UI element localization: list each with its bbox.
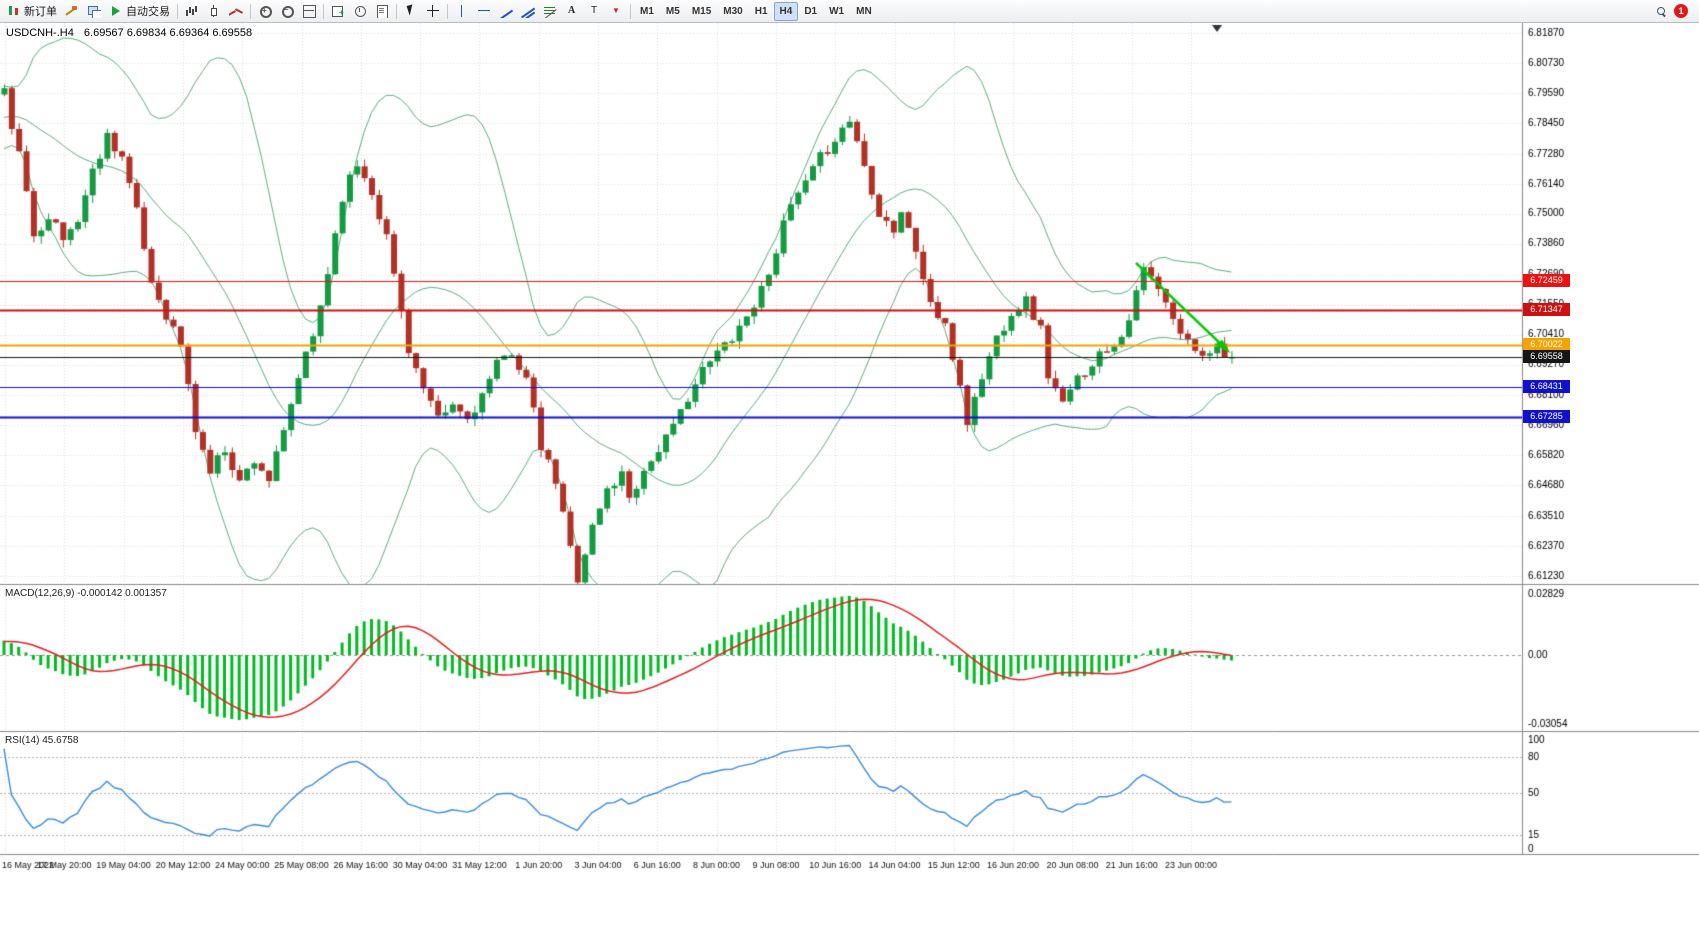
zoom-in-icon [258,4,272,18]
rsi-panel-region[interactable] [0,733,1522,854]
windows-icon [87,4,101,18]
tile-windows-icon [302,4,316,18]
price-level-badge: 6.71347 [1523,303,1570,317]
bar-chart-button[interactable] [181,2,203,21]
vline-icon [455,4,469,18]
macd-panel-region[interactable] [0,586,1522,731]
tile-windows-button[interactable] [298,2,320,21]
toolbar-separator [323,3,324,19]
label-icon [587,4,601,18]
new-chart-button[interactable] [327,2,349,21]
hline-icon [477,4,491,18]
timeframe-w1-button[interactable]: W1 [829,5,845,17]
bar-chart-icon [185,4,199,18]
toolbar-separator [396,3,397,19]
periods-button[interactable] [349,2,371,21]
trendline-icon [499,4,513,18]
new-order-icon [7,4,21,18]
crosshair-button[interactable] [422,2,444,21]
chart-symbol-period: USDCNH-.H4 [6,27,74,39]
toolbar-separator [250,3,251,19]
clock-icon [353,4,367,18]
price-level-badge: 6.67285 [1523,410,1570,424]
zoom-out-button[interactable] [276,2,298,21]
new-chart-icon [331,4,345,18]
channel-icon [521,4,535,18]
macd-indicator-label: MACD(12,26,9) -0.000142 0.001357 [5,588,167,599]
timeframe-h4-button[interactable]: H4 [773,1,799,21]
cursor-icon [404,4,418,18]
price-axis[interactable] [1522,23,1699,855]
text-icon [565,4,579,18]
arrow-tools-button[interactable] [605,2,627,21]
text-button[interactable] [561,2,583,21]
hammer-icon [65,4,79,18]
fibonacci-icon [543,4,557,18]
zoom-out-icon [280,4,294,18]
toolbar-separator [630,3,631,19]
zoom-in-button[interactable] [254,2,276,21]
label-button[interactable] [583,2,605,21]
templates-button[interactable] [371,2,393,21]
rsi-indicator-label: RSI(14) 45.6758 [5,735,79,746]
template-icon [375,4,389,18]
auto-trading-button[interactable]: 自动交易 [105,2,174,21]
vertical-line-button[interactable] [451,2,473,21]
line-chart-button[interactable] [225,2,247,21]
arrows-icon [609,4,623,18]
main-toolbar: 新订单 自动交易 M1 M5 M15 M30 H1 H4 D1 W1 MN 1 [0,0,1699,23]
trendline-button[interactable] [495,2,517,21]
main-chart-region[interactable] [0,23,1522,584]
order-hammer-button[interactable] [61,2,83,21]
market-watch-button[interactable] [83,2,105,21]
timeframe-m15-button[interactable]: M15 [691,5,712,17]
search-icon [1654,4,1668,18]
horizontal-line-button[interactable] [473,2,495,21]
toolbar-separator [177,3,178,19]
search-button[interactable] [1650,2,1672,21]
price-chart-canvas[interactable] [0,23,1699,943]
price-level-badge: 6.70022 [1523,338,1570,352]
price-level-badge: 6.68431 [1523,380,1570,394]
chart-window: USDCNH-.H4 6.69567 6.69834 6.69364 6.695… [0,23,1699,943]
timeframe-m30-button[interactable]: M30 [723,5,743,17]
price-level-badge: 6.69558 [1523,350,1570,364]
chart-ohlc: 6.69567 6.69834 6.69364 6.69558 [83,27,253,39]
auto-trading-button-label: 自动交易 [126,6,170,18]
crosshair-icon [426,4,440,18]
time-axis[interactable] [0,855,1522,875]
candlestick-chart-button[interactable] [203,2,225,21]
play-icon [109,4,123,18]
timeframe-mn-button[interactable]: MN [856,5,872,17]
notification-badge[interactable]: 1 [1674,4,1688,18]
candlestick-icon [207,4,221,18]
timeframe-m5-button[interactable]: M5 [665,5,680,17]
new-order-button[interactable]: 新订单 [3,2,61,21]
chart-title: USDCNH-.H4 6.69567 6.69834 6.69364 6.695… [6,27,252,39]
timeframe-d1-button[interactable]: D1 [804,5,818,17]
timeframe-m1-button[interactable]: M1 [640,5,654,17]
toolbar-separator [447,3,448,19]
timeframe-h1-button[interactable]: H1 [754,5,768,17]
price-level-badge: 6.72459 [1523,274,1570,288]
channel-button[interactable] [517,2,539,21]
new-order-button-label: 新订单 [24,6,57,18]
cursor-button[interactable] [400,2,422,21]
line-chart-icon [229,4,243,18]
fibonacci-button[interactable] [539,2,561,21]
